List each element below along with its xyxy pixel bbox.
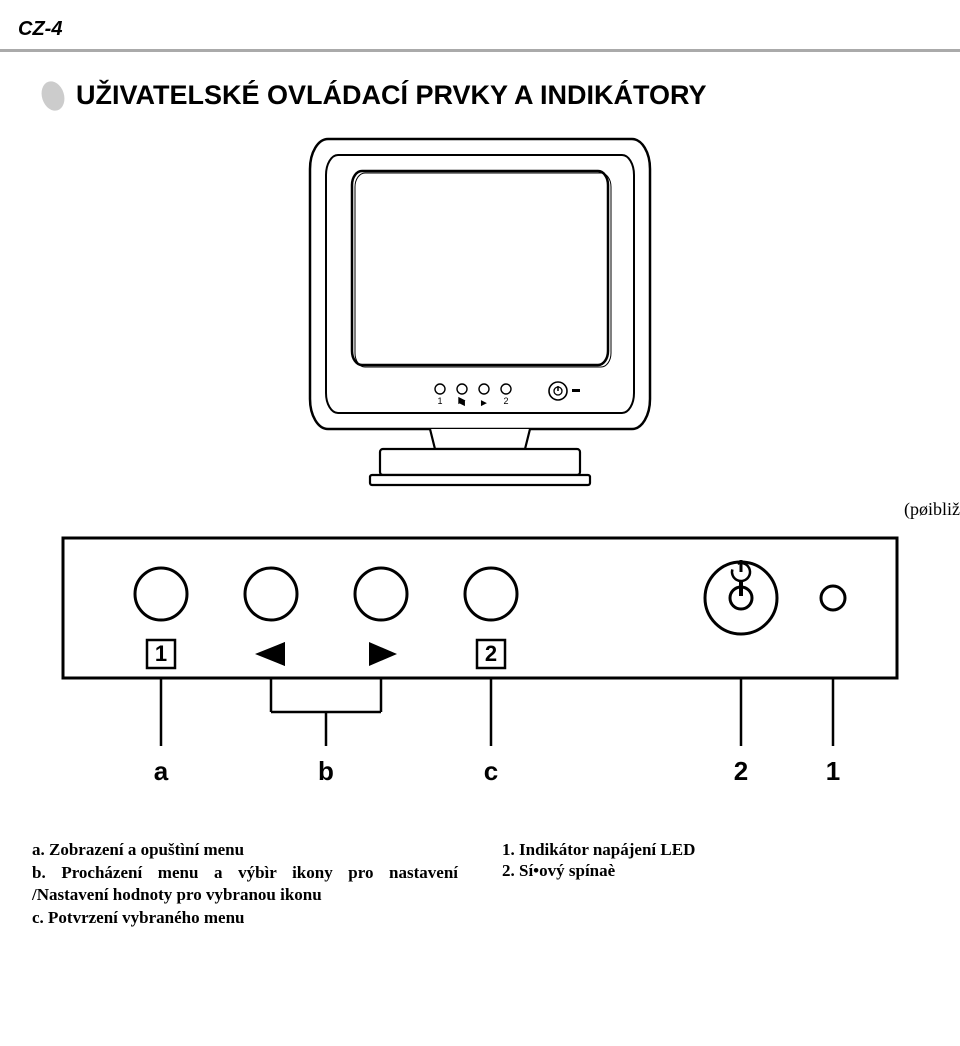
label-c: c (484, 756, 498, 786)
left-column: a. Zobrazení a opuštìní menu b. Procháze… (32, 839, 458, 930)
svg-text:◄: ◄ (457, 398, 467, 409)
desc-2: 2. Sí•ový spínaè (502, 860, 928, 881)
description-columns: a. Zobrazení a opuštìní menu b. Procháze… (32, 839, 928, 930)
panel-svg: 1 2 a b c 2 1 (61, 536, 899, 806)
desc-b: b. Procházení menu a výbìr ikony pro nas… (32, 862, 458, 905)
monitor-svg: 1 ◄ ► 2 (290, 129, 670, 509)
desc-c: c. Potvrzení vybraného menu (32, 907, 458, 928)
svg-text:2: 2 (485, 641, 497, 666)
label-a: a (154, 756, 169, 786)
desc-a: a. Zobrazení a opuštìní menu (32, 839, 458, 860)
right-column: 1. Indikátor napájení LED 2. Sí•ový spín… (502, 839, 928, 930)
page-title: UŽIVATELSKÉ OVLÁDACÍ PRVKY A INDIKÁTORY (76, 80, 707, 111)
label-2: 2 (734, 756, 748, 786)
approx-label: (pøibližnì) (904, 499, 960, 520)
header-divider (0, 49, 960, 52)
page-code: CZ-4 (0, 0, 960, 41)
title-bullet-icon (38, 78, 68, 113)
svg-text:1: 1 (155, 641, 167, 666)
monitor-illustration: 1 ◄ ► 2 (290, 129, 670, 514)
svg-text:2: 2 (503, 396, 508, 406)
title-row: UŽIVATELSKÉ OVLÁDACÍ PRVKY A INDIKÁTORY (42, 80, 960, 111)
label-1: 1 (826, 756, 840, 786)
svg-text:1: 1 (437, 396, 442, 406)
label-b: b (318, 756, 334, 786)
control-panel-diagram: 1 2 a b c 2 1 (61, 536, 899, 811)
desc-1: 1. Indikátor napájení LED (502, 839, 928, 860)
svg-text:►: ► (479, 398, 489, 409)
